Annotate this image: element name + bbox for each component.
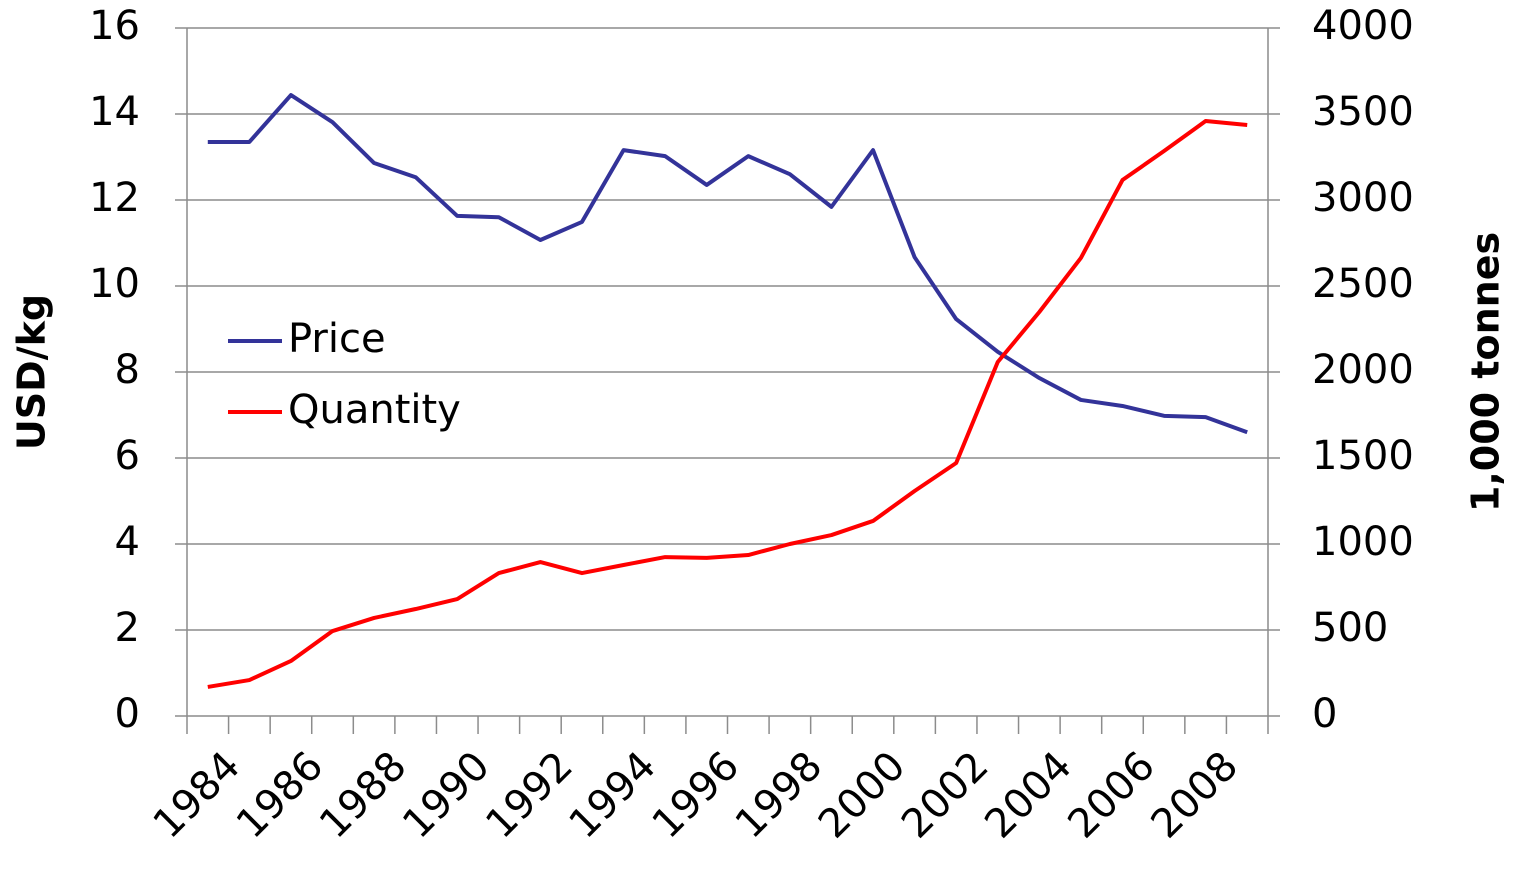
x-tick-label: 1992 [477, 743, 582, 848]
y2-tick-label: 1500 [1312, 433, 1414, 479]
y-tick-label: 16 [89, 3, 140, 49]
x-tick-label: 2008 [1143, 743, 1248, 848]
y2-tick-label: 4000 [1312, 3, 1414, 49]
y2-tick-label: 2000 [1312, 347, 1414, 393]
y2-tick-label: 3000 [1312, 175, 1414, 221]
y2-tick-label: 500 [1312, 605, 1388, 651]
x-tick-label: 1996 [644, 743, 749, 848]
x-tick-label: 2000 [810, 743, 915, 848]
line-series [207, 119, 1248, 689]
y-tick-label: 6 [115, 433, 140, 479]
line-series [207, 93, 1248, 435]
legend-label: Quantity [288, 387, 461, 433]
x-tick-label: 1998 [727, 743, 832, 848]
y-tick-label: 4 [115, 519, 140, 565]
x-tick-label: 1994 [560, 743, 665, 848]
y-tick-label: 2 [115, 605, 140, 651]
x-tick-label: 1990 [394, 743, 499, 848]
y2-tick-label: 2500 [1312, 261, 1414, 307]
y-axis-label: USD/kg [10, 294, 54, 450]
legend-label: Price [288, 316, 386, 362]
y2-axis-label: 1,000 tonnes [1464, 232, 1508, 512]
x-tick-label: 2002 [893, 743, 998, 848]
x-tick-label: 1984 [145, 743, 250, 848]
y-tick-label: 0 [115, 691, 140, 737]
y2-tick-label: 1000 [1312, 519, 1414, 565]
x-tick-label: 2006 [1059, 743, 1164, 848]
y2-tick-label: 0 [1312, 691, 1337, 737]
y-tick-label: 8 [115, 347, 140, 393]
x-tick-label: 2004 [976, 743, 1081, 848]
x-tick-label: 1986 [228, 743, 333, 848]
y-tick-label: 12 [89, 175, 140, 221]
y-tick-label: 14 [89, 89, 140, 135]
y2-tick-label: 3500 [1312, 89, 1414, 135]
x-tick-label: 1988 [311, 743, 416, 848]
y-tick-label: 10 [89, 261, 140, 307]
